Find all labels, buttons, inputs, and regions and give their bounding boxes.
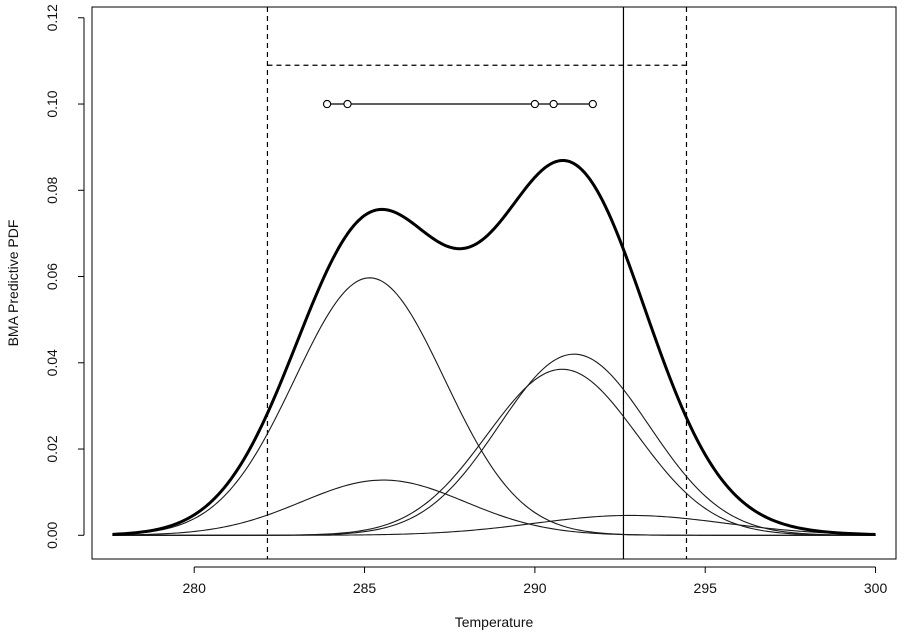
component-curve-5 <box>112 514 876 536</box>
component-curve-4 <box>112 353 876 536</box>
component-curve-1 <box>112 277 876 536</box>
ensemble-member-point <box>530 99 540 109</box>
ensemble-member-point <box>343 99 352 109</box>
ensemble-member-point <box>322 99 332 109</box>
y-tick-label: 0.04 <box>44 349 60 376</box>
pdf-curves <box>112 159 876 536</box>
prediction-interval <box>266 7 688 559</box>
x-tick-label: 280 <box>183 580 207 596</box>
ensemble-member-point <box>588 99 597 109</box>
plot-frame <box>91 6 897 560</box>
bma-total-curve <box>112 159 876 536</box>
component-curve-2 <box>112 479 876 536</box>
y-tick-label: 0.00 <box>44 521 60 548</box>
axis-ticks: 280 285 290 295 300 0.00 0.02 0.04 0.06 0.08 0.10 0… <box>44 4 887 596</box>
y-tick-label: 0.08 <box>44 176 60 203</box>
component-curve-3 <box>112 368 876 536</box>
y-tick-label: 0.10 <box>44 90 60 117</box>
y-tick-label: 0.06 <box>44 263 60 290</box>
y-tick-label: 0.02 <box>44 435 60 462</box>
ensemble-members <box>322 99 597 109</box>
x-tick-label: 295 <box>694 580 718 596</box>
ensemble-member-point <box>549 99 558 109</box>
x-tick-label: 290 <box>523 580 547 596</box>
y-axis-title: BMA Predictive PDF <box>5 220 21 347</box>
x-tick-label: 300 <box>864 580 888 596</box>
y-tick-label: 0.12 <box>44 4 60 31</box>
x-tick-label: 285 <box>353 580 377 596</box>
x-axis-title: Temperature <box>455 614 534 630</box>
